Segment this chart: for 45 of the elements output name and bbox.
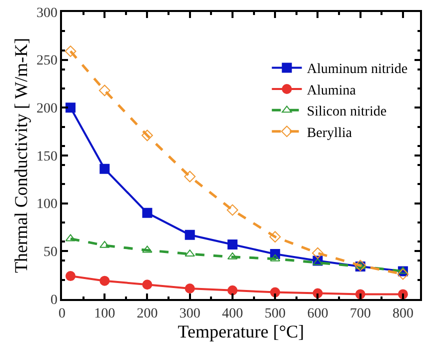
point <box>100 164 110 174</box>
x-tick-label: 100 <box>94 306 116 322</box>
point <box>184 170 196 182</box>
x-tick-label: 600 <box>307 306 328 322</box>
point <box>184 250 195 257</box>
point <box>312 247 324 259</box>
y-tick-label: 250 <box>36 54 58 69</box>
x-tick-label: 400 <box>222 306 243 322</box>
point <box>142 130 153 142</box>
x-tick-label: 700 <box>350 306 371 322</box>
legend-label: Silicon nitride <box>306 104 387 120</box>
x-tick-label: 200 <box>136 306 158 322</box>
y-tick-label: 300 <box>36 6 58 21</box>
x-axis-title: Temperature [°C] <box>178 322 304 342</box>
y-tick-label: 0 <box>50 292 58 308</box>
x-tick-label: 800 <box>392 306 414 322</box>
point <box>184 283 195 294</box>
point <box>184 230 195 240</box>
point <box>355 262 366 269</box>
point <box>270 287 280 298</box>
legend-label: Aluminum nitride <box>306 62 408 78</box>
point <box>142 280 152 290</box>
point <box>64 46 76 57</box>
legend-label: Alumina <box>306 83 357 98</box>
y-axis-title: Thermal Conductivity [ W/m-K] <box>11 38 32 274</box>
point <box>312 258 323 266</box>
y-tick-label: 200 <box>36 102 58 117</box>
x-tick-label: 500 <box>264 306 286 322</box>
point <box>226 204 238 216</box>
x-tick-label: 300 <box>179 306 200 322</box>
point <box>142 208 152 218</box>
point <box>66 102 76 113</box>
y-tick-label: 100 <box>36 197 58 212</box>
point <box>100 276 110 286</box>
point <box>98 84 110 96</box>
point <box>397 268 409 280</box>
point <box>66 271 76 282</box>
point <box>142 246 152 253</box>
y-tick-label: 150 <box>36 149 58 164</box>
point <box>100 240 110 248</box>
point <box>227 239 238 250</box>
point <box>227 285 238 296</box>
y-tick-label: 50 <box>43 245 58 260</box>
legend-label: Beryllia <box>306 126 353 141</box>
point <box>269 231 281 243</box>
